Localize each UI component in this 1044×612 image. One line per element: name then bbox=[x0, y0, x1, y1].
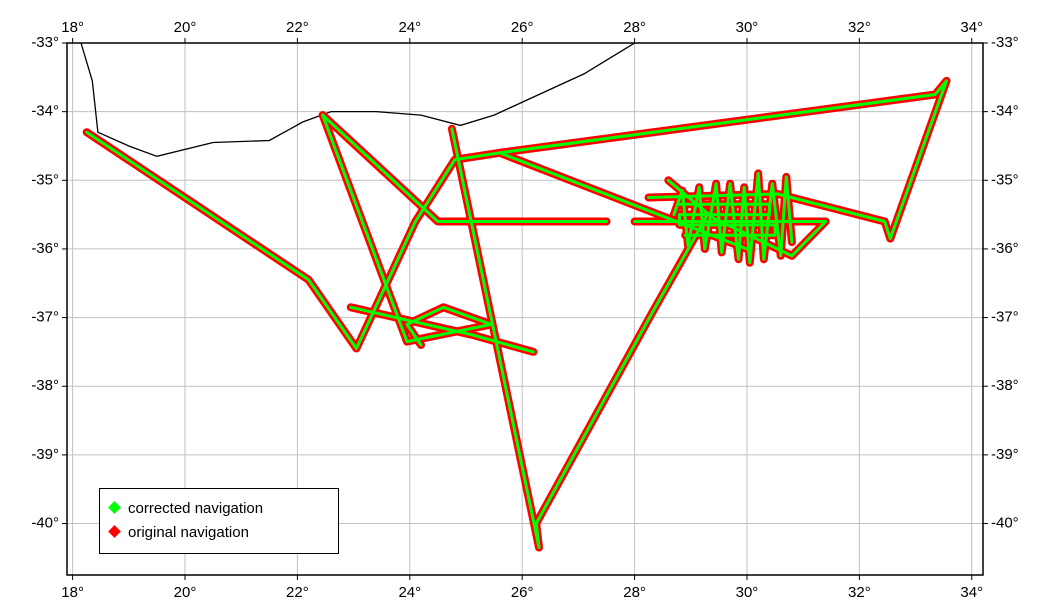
map-frame bbox=[66, 42, 984, 576]
lon-tick-label-top: 26° bbox=[511, 19, 534, 36]
corrected-navigation-track bbox=[85, 79, 948, 350]
lat-tick-label-left: -38° bbox=[31, 377, 59, 394]
lat-tick-label-right: -40° bbox=[991, 514, 1019, 531]
legend-label: corrected navigation bbox=[128, 500, 264, 517]
lon-tick-label-top: 20° bbox=[174, 19, 197, 36]
corrected-navigation-track bbox=[678, 202, 777, 237]
lon-tick-label-bottom: 34° bbox=[960, 584, 983, 601]
corrected-navigation-track bbox=[321, 113, 608, 223]
axis-ticks: 18° 18° 20° 20° 22° 22° 24° 24° 26° 26° 28° 28° 30° 3… bbox=[31, 19, 1018, 601]
lat-tick-label-left: -33° bbox=[31, 34, 59, 51]
lon-tick-label-top: 18° bbox=[61, 19, 84, 36]
green-diamond-icon bbox=[108, 501, 121, 514]
lon-tick-label-bottom: 24° bbox=[398, 584, 421, 601]
lat-tick-label-right: -37° bbox=[991, 309, 1019, 326]
lon-tick-label-bottom: 20° bbox=[174, 584, 197, 601]
red-diamond-icon bbox=[108, 525, 121, 538]
lon-tick-label-bottom: 18° bbox=[61, 584, 84, 601]
lon-tick-label-bottom: 22° bbox=[286, 584, 309, 601]
lat-tick-label-right: -38° bbox=[991, 377, 1019, 394]
lon-tick-label-top: 28° bbox=[623, 19, 646, 36]
ship-tracks bbox=[82, 76, 951, 552]
lon-tick-label-bottom: 28° bbox=[623, 584, 646, 601]
lon-tick-label-bottom: 26° bbox=[511, 584, 534, 601]
lon-tick-label-top: 32° bbox=[848, 19, 871, 36]
lat-tick-label-right: -36° bbox=[991, 240, 1019, 257]
lat-tick-label-right: -39° bbox=[991, 446, 1019, 463]
lat-tick-label-right: -34° bbox=[991, 103, 1019, 120]
coastline bbox=[80, 42, 635, 157]
legend-item-corrected: corrected navigation bbox=[108, 499, 264, 519]
corrected-navigation-track bbox=[672, 171, 794, 265]
lat-tick-label-left: -36° bbox=[31, 240, 59, 257]
lon-tick-label-top: 22° bbox=[286, 19, 309, 36]
lat-tick-label-right: -35° bbox=[991, 171, 1019, 188]
legend: corrected navigation original navigation bbox=[99, 488, 339, 554]
lat-tick-label-left: -37° bbox=[31, 309, 59, 326]
lat-tick-label-left: -34° bbox=[31, 103, 59, 120]
lon-tick-label-top: 24° bbox=[398, 19, 421, 36]
lat-tick-label-left: -39° bbox=[31, 446, 59, 463]
lon-tick-label-bottom: 30° bbox=[736, 584, 759, 601]
lon-tick-label-bottom: 32° bbox=[848, 584, 871, 601]
corrected-navigation-track bbox=[349, 305, 535, 354]
lon-tick-label-top: 30° bbox=[736, 19, 759, 36]
corrected-navigation-track bbox=[498, 151, 749, 251]
legend-item-original: original navigation bbox=[108, 523, 249, 543]
lat-tick-label-right: -33° bbox=[991, 34, 1019, 51]
corrected-navigation-track bbox=[450, 127, 710, 549]
lat-tick-label-left: -40° bbox=[31, 514, 59, 531]
lat-tick-label-left: -35° bbox=[31, 171, 59, 188]
legend-label: original navigation bbox=[128, 524, 249, 541]
corrected-navigation-track bbox=[321, 113, 493, 347]
lon-tick-label-top: 34° bbox=[960, 19, 983, 36]
